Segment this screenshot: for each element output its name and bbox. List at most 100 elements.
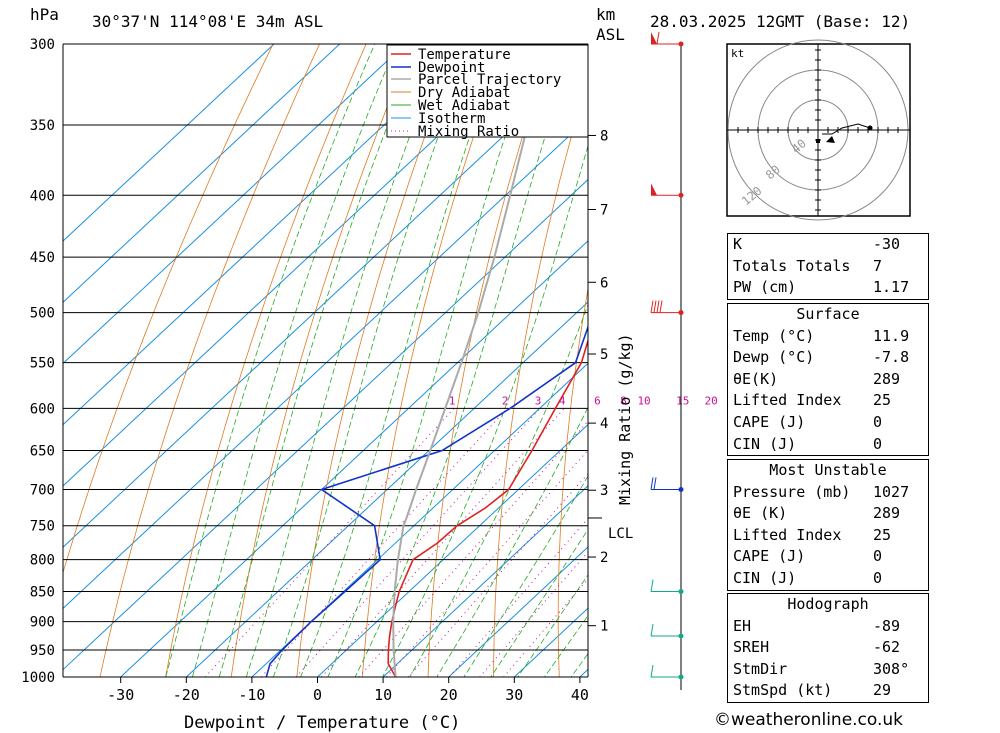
indices-general: K -30 Totals Totals 7 PW (cm) 1.17 (727, 233, 929, 300)
dry-adiabat-line (493, 77, 588, 677)
hodograph-unit-label: kt (731, 47, 744, 60)
pressure-tick-label: 700 (30, 482, 55, 498)
index-value: 11.9 (873, 326, 910, 345)
indices-surface: Surface Temp (°C) 11.9 Dewp (°C) -7.8 θE(K… (727, 303, 929, 457)
pressure-tick-label: 750 (30, 519, 55, 535)
index-value: 308° (873, 659, 910, 678)
wet-adiabat-line (354, 44, 576, 677)
wind-barb-pennant (651, 32, 657, 44)
isotherm-line (119, 240, 588, 677)
mixing-ratio-line (295, 408, 541, 677)
index-value: 0 (873, 568, 883, 587)
wet-adiabat-line (490, 528, 588, 677)
index-label: CIN (J) (733, 434, 797, 453)
index-label: CAPE (J) (733, 547, 806, 566)
wind-barb-pennant (651, 183, 657, 196)
dry-adiabat-line (99, 44, 321, 677)
index-row: K -30 (728, 234, 928, 256)
pressure-tick-label: 800 (30, 553, 55, 569)
index-value: 0 (873, 412, 883, 431)
index-value: 1027 (873, 482, 910, 501)
location-title: 30°37'N 114°08'E 34m ASL (92, 12, 323, 31)
temperature-tick-label: -10 (238, 686, 265, 704)
pressure-tick-label: 600 (30, 401, 55, 417)
km-label: km (596, 5, 615, 24)
wind-profile (650, 31, 684, 690)
index-row: Lifted Index 25 (728, 525, 928, 547)
mixing-ratio-label: 2 (502, 394, 509, 407)
height-tick-label: 2 (600, 550, 608, 566)
height-tick-label: 1 (600, 619, 608, 635)
wet-adiabat-line (381, 144, 588, 677)
height-tick-label: 6 (600, 275, 608, 291)
temperature-tick-label: -20 (173, 686, 200, 704)
index-value: 7 (873, 256, 883, 275)
legend-wet-adiabat: Wet Adiabat (418, 98, 511, 114)
index-value: 25 (873, 391, 892, 410)
hodograph-surface-point (816, 139, 820, 143)
dry-adiabat-line (361, 44, 507, 677)
indices-most-unstable: Most Unstable Pressure (mb) 1027 θE (K) 28… (727, 459, 929, 591)
pressure-tick-label: 550 (30, 356, 55, 372)
pressure-tick-label: 450 (30, 250, 55, 266)
index-row: Temp (°C) 11.9 (728, 326, 928, 348)
legend-dry-adiabat: Dry Adiabat (418, 85, 511, 101)
mixing-ratio-label: 8 (620, 394, 627, 407)
wind-barb (651, 183, 684, 198)
pressure-tick-label: 900 (30, 615, 55, 631)
mixing-ratio-line (386, 449, 588, 677)
asl-label: ASL (596, 25, 625, 44)
isotherm-line (63, 178, 588, 671)
index-label: SREH (733, 638, 770, 657)
legend-mixing-ratio: Mixing Ratio (418, 124, 519, 140)
temperature-tick-label: 30 (505, 686, 523, 704)
mixing-ratio-line (358, 420, 588, 677)
dry-adiabat-line (63, 44, 274, 575)
index-row: θE (K) 289 (728, 503, 928, 525)
datetime-title: 28.03.2025 12GMT (Base: 12) (650, 12, 910, 31)
legend-temperature: Temperature (418, 47, 511, 63)
height-tick-label: 3 (600, 483, 608, 499)
wind-barb (650, 300, 684, 316)
wind-barb (650, 623, 684, 639)
index-row: CAPE (J) 0 (728, 412, 928, 434)
legend: Temperature Dewpoint Parcel Trajectory D… (386, 44, 589, 140)
isotherm-line (382, 485, 588, 677)
wind-barb-feather (650, 623, 654, 637)
wet-adiabat-line (517, 574, 588, 677)
wet-adiabat-line (245, 44, 446, 677)
index-label: θE(K) (733, 369, 779, 388)
index-row: PW (cm) 1.17 (728, 277, 928, 299)
wind-barb-feather (653, 477, 657, 490)
wind-barb (650, 477, 684, 492)
index-label: Lifted Index (733, 525, 842, 544)
wet-adiabat-line (409, 303, 588, 677)
temperature-tick-label: -30 (107, 686, 134, 704)
copyright-footer[interactable]: ©weatheronline.co.uk (714, 710, 904, 730)
index-value: 0 (873, 547, 883, 566)
index-label: CIN (J) (733, 568, 797, 587)
wind-barb-feather (653, 300, 657, 313)
index-row: CIN (J) 0 (728, 434, 928, 456)
wind-barb (651, 31, 684, 47)
temperature-tick-label: 20 (440, 686, 458, 704)
index-row: θE(K) 289 (728, 369, 928, 391)
mixing-ratio-line (260, 408, 508, 677)
mixing-ratio-line (479, 551, 588, 677)
index-row: SREH -62 (728, 637, 928, 659)
index-label: Temp (°C) (733, 326, 815, 345)
index-value: -89 (873, 616, 901, 635)
legend-parcel: Parcel Trajectory (418, 72, 561, 88)
dry-adiabat-line (959, 8, 1000, 703)
wind-barb-feather (650, 664, 654, 678)
index-label: Dewp (°C) (733, 348, 815, 367)
temperature-line (387, 337, 588, 677)
temperature-tick-label: 40 (571, 686, 589, 704)
mixing-ratio-label: 20 (704, 394, 717, 407)
wet-adiabat-line (327, 44, 537, 677)
wind-barb-feather (650, 579, 654, 592)
index-value: 25 (873, 525, 892, 544)
mixing-ratio-label: 15 (676, 394, 689, 407)
index-value: 1.17 (873, 278, 910, 297)
